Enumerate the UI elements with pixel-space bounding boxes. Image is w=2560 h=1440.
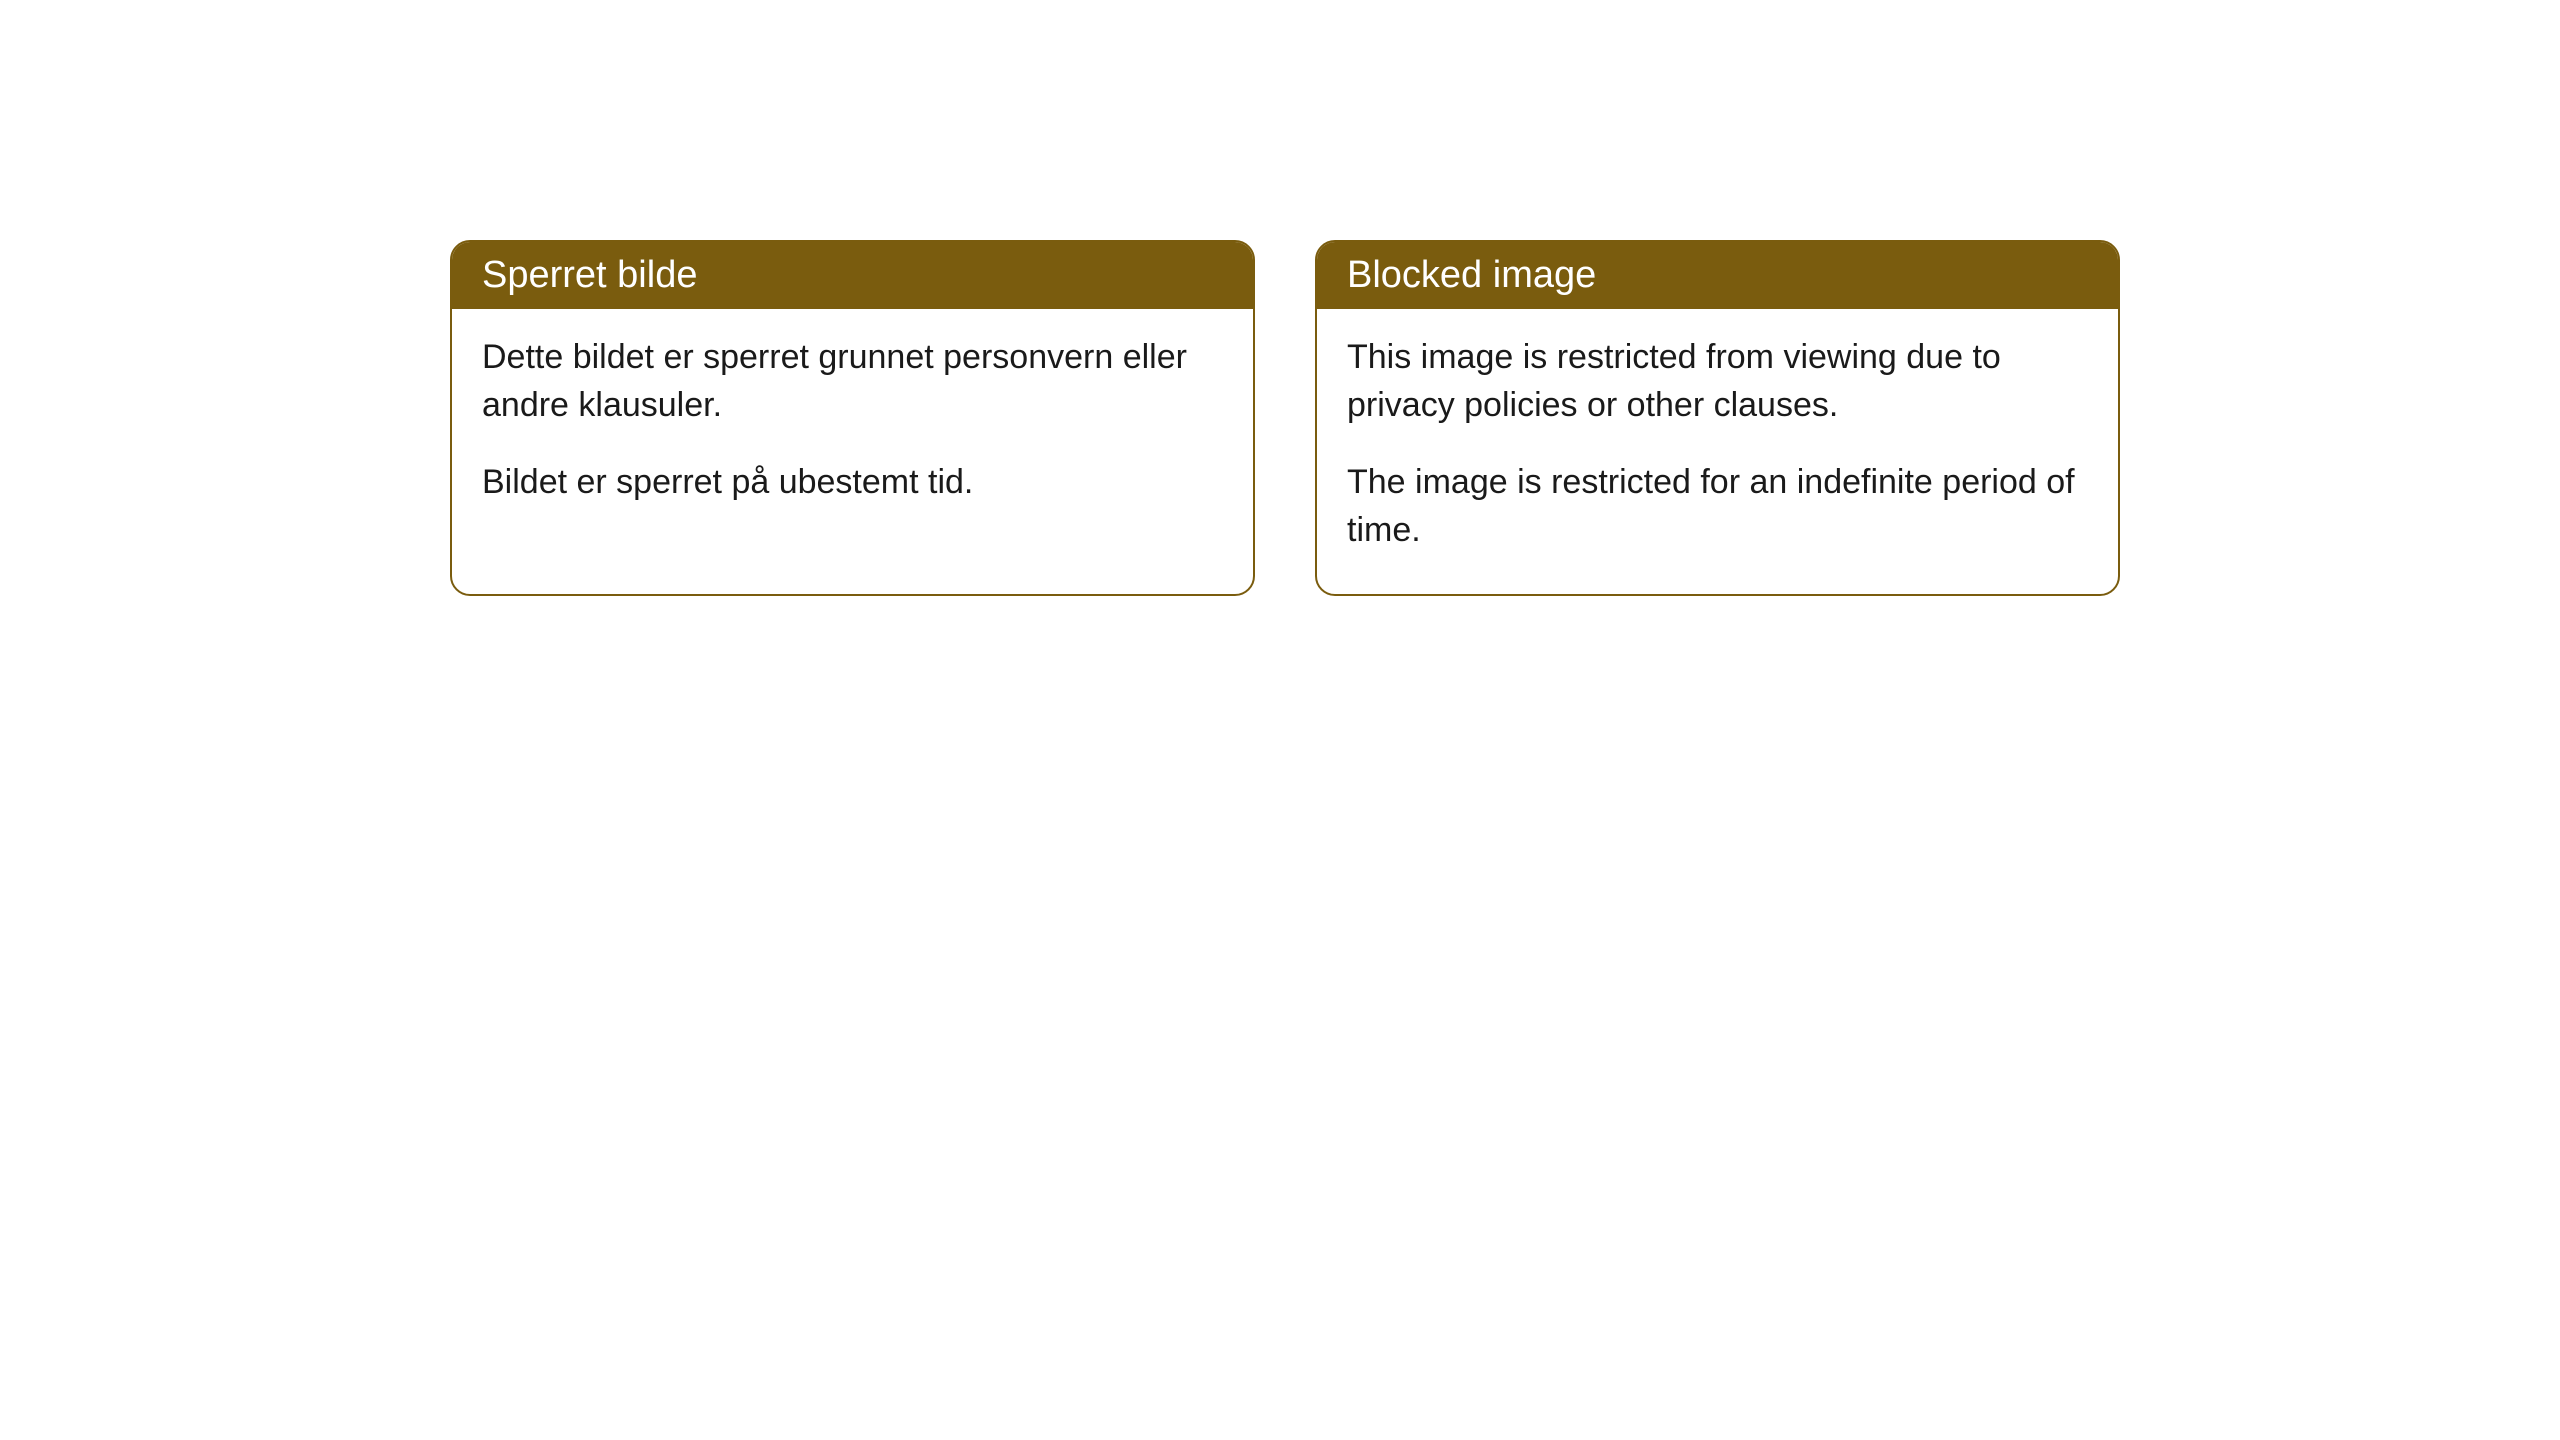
card-paragraph: The image is restricted for an indefinit… (1347, 459, 2088, 554)
card-body: This image is restricted from viewing du… (1317, 309, 2118, 594)
notice-card-english: Blocked image This image is restricted f… (1315, 240, 2120, 596)
card-header: Blocked image (1317, 242, 2118, 309)
card-paragraph: This image is restricted from viewing du… (1347, 334, 2088, 429)
card-header: Sperret bilde (452, 242, 1253, 309)
card-paragraph: Bildet er sperret på ubestemt tid. (482, 459, 1223, 507)
notice-card-norwegian: Sperret bilde Dette bildet er sperret gr… (450, 240, 1255, 596)
card-body: Dette bildet er sperret grunnet personve… (452, 309, 1253, 547)
card-title: Blocked image (1347, 254, 1596, 296)
notice-cards-container: Sperret bilde Dette bildet er sperret gr… (450, 240, 2560, 596)
card-title: Sperret bilde (482, 254, 697, 296)
card-paragraph: Dette bildet er sperret grunnet personve… (482, 334, 1223, 429)
